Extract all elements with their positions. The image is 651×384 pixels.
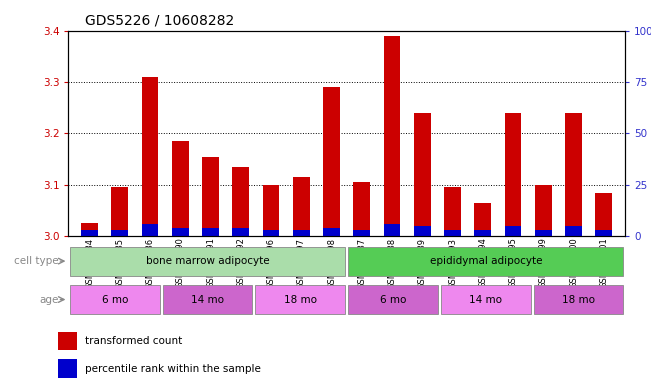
Bar (414, 226, 430, 236)
Bar (232, 228, 249, 236)
Bar (232, 167, 249, 236)
Bar (172, 228, 189, 236)
Bar (534, 285, 624, 314)
Bar (111, 230, 128, 236)
Bar (565, 113, 582, 236)
Text: 6 mo: 6 mo (102, 295, 128, 305)
Bar (441, 285, 531, 314)
Bar (444, 187, 461, 236)
Bar (263, 185, 279, 236)
Bar (163, 285, 253, 314)
Bar (535, 230, 551, 236)
Bar (383, 224, 400, 236)
Text: 18 mo: 18 mo (562, 295, 595, 305)
Text: 6 mo: 6 mo (380, 295, 406, 305)
Bar (202, 157, 219, 236)
Text: percentile rank within the sample: percentile rank within the sample (85, 364, 261, 374)
Bar (323, 228, 340, 236)
Bar (70, 247, 345, 276)
Bar (293, 177, 310, 236)
Bar (255, 285, 345, 314)
Bar (535, 185, 551, 236)
Bar (596, 192, 612, 236)
Bar (263, 230, 279, 236)
Bar (142, 77, 158, 236)
Bar (505, 226, 521, 236)
Text: age: age (40, 295, 59, 305)
Bar (58, 359, 77, 378)
Text: GDS5226 / 10608282: GDS5226 / 10608282 (85, 13, 234, 27)
Bar (383, 36, 400, 236)
Bar (293, 230, 310, 236)
Bar (348, 247, 624, 276)
Bar (348, 285, 438, 314)
Text: 14 mo: 14 mo (191, 295, 224, 305)
Bar (323, 87, 340, 236)
Bar (353, 230, 370, 236)
Bar (353, 182, 370, 236)
Bar (142, 224, 158, 236)
Bar (111, 187, 128, 236)
Bar (444, 230, 461, 236)
Bar (414, 113, 430, 236)
Bar (172, 141, 189, 236)
Bar (505, 113, 521, 236)
Text: cell type: cell type (14, 256, 59, 266)
Bar (202, 228, 219, 236)
Text: 18 mo: 18 mo (284, 295, 317, 305)
Bar (475, 203, 491, 236)
Text: 14 mo: 14 mo (469, 295, 503, 305)
Text: epididymal adipocyte: epididymal adipocyte (430, 256, 542, 266)
Bar (58, 332, 77, 350)
Bar (565, 226, 582, 236)
Bar (81, 223, 98, 236)
Text: transformed count: transformed count (85, 336, 182, 346)
Bar (70, 285, 159, 314)
Bar (596, 230, 612, 236)
Text: bone marrow adipocyte: bone marrow adipocyte (146, 256, 270, 266)
Bar (475, 230, 491, 236)
Bar (81, 230, 98, 236)
